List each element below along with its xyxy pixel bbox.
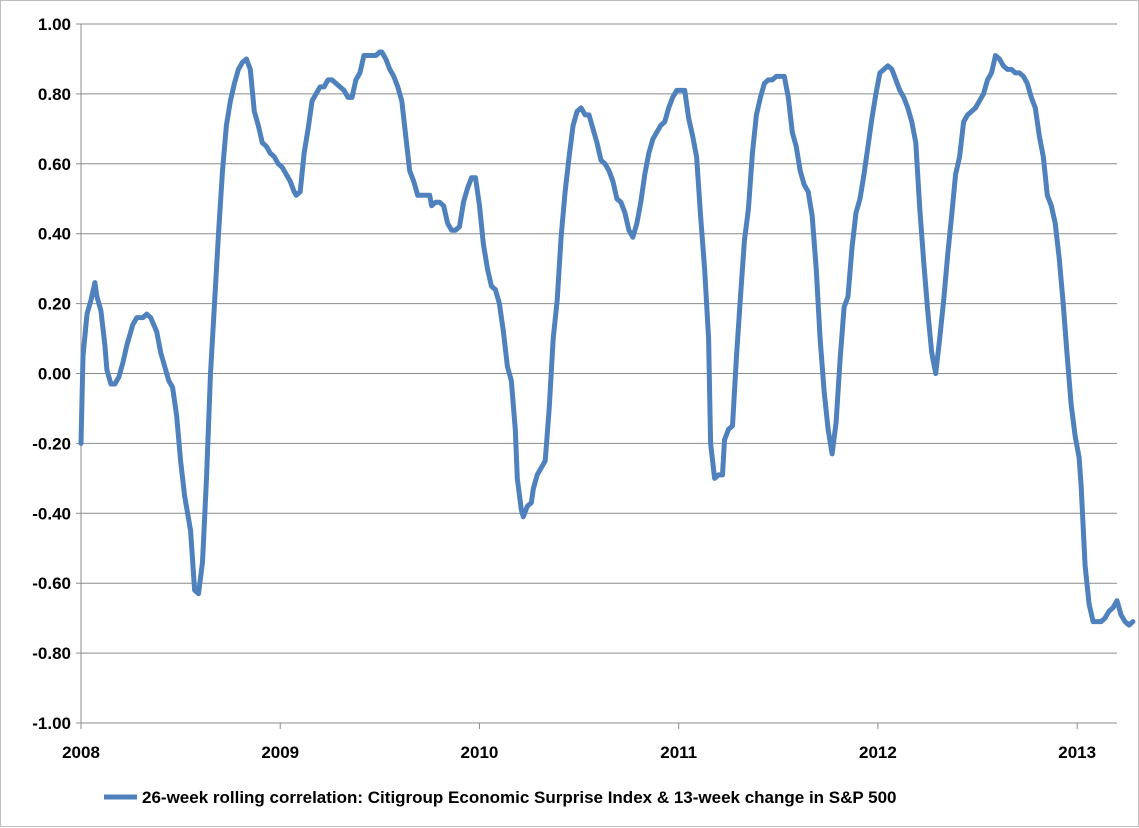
- legend-label: 26-week rolling correlation: Citigroup E…: [142, 788, 897, 807]
- series-lines: [78, 49, 1136, 628]
- y-tick-label: -0.80: [32, 644, 71, 663]
- y-tick-label: 0.80: [38, 85, 71, 104]
- x-tick-label: 2010: [461, 743, 499, 762]
- y-tick-label: 1.00: [38, 15, 71, 34]
- x-tick-label: 2012: [859, 743, 897, 762]
- y-tick-label: 0.60: [38, 155, 71, 174]
- x-tick-label: 2009: [261, 743, 299, 762]
- legend: 26-week rolling correlation: Citigroup E…: [104, 788, 897, 807]
- y-tick-label: 0.20: [38, 295, 71, 314]
- y-tick-label: -0.20: [32, 434, 71, 453]
- x-tick-label: 2008: [62, 743, 100, 762]
- y-tick-label: -0.60: [32, 574, 71, 593]
- y-tick-label: -0.40: [32, 504, 71, 523]
- y-tick-label: 0.00: [38, 365, 71, 384]
- x-axis-tick-labels: 2008 2009 2010 2011 2012 2013: [62, 743, 1096, 762]
- x-tick-label: 2013: [1058, 743, 1096, 762]
- x-tick-label: 2011: [660, 743, 697, 762]
- y-tick-label: -1.00: [32, 714, 71, 733]
- series-line: [78, 49, 1136, 628]
- y-axis-tick-labels: 1.00 0.80 0.60 0.40 0.20 0.00 -0.20 -0.40 -0.60 -…: [32, 15, 71, 733]
- y-tick-label: 0.40: [38, 225, 71, 244]
